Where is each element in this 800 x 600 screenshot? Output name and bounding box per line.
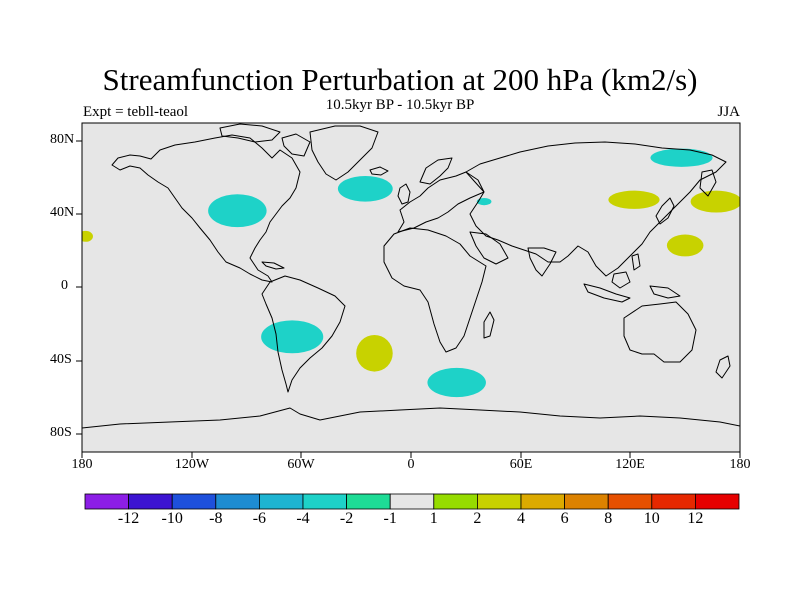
colorbar-label: -10 xyxy=(161,510,183,527)
colorbar-label: 6 xyxy=(560,510,569,527)
coast-africa xyxy=(383,227,487,353)
coast-scandinavia xyxy=(419,157,453,185)
lat-label: 0 xyxy=(61,278,68,293)
colorbar-swatch xyxy=(389,493,435,510)
coast-asia xyxy=(465,141,727,277)
colorbar-swatch xyxy=(564,493,609,510)
colorbar-swatch xyxy=(258,493,304,510)
colorbar-swatch xyxy=(128,493,173,510)
coast-north-america xyxy=(111,134,301,283)
colorbar-swatch xyxy=(84,493,129,510)
lat-label: 80N xyxy=(50,132,75,147)
colorbar-swatch xyxy=(651,493,696,510)
map-subtitle: 10.5kyr BP - 10.5kyr BP xyxy=(325,97,475,113)
anomaly-central-asia xyxy=(608,190,660,209)
colorbar-label: -12 xyxy=(117,510,140,527)
colorbar-swatch xyxy=(607,493,653,510)
coast-antarctica xyxy=(82,407,740,429)
coast-japan xyxy=(655,197,675,225)
coast-new-guinea xyxy=(649,285,681,299)
colorbar xyxy=(84,493,740,510)
anomaly-west-pacific xyxy=(666,234,704,257)
colorbar-swatch xyxy=(476,493,522,510)
anomaly-south-america xyxy=(261,320,324,354)
colorbar-swatch xyxy=(215,493,260,510)
lon-label: 60E xyxy=(509,457,533,472)
anomaly-south-atlantic xyxy=(427,367,486,398)
lon-label: 120W xyxy=(174,457,210,472)
coast-caribbean xyxy=(261,261,285,270)
colorbar-swatch xyxy=(346,493,391,510)
colorbar-swatch xyxy=(171,493,217,510)
lon-label: 180 xyxy=(71,457,93,472)
anomaly-layer xyxy=(82,148,740,398)
lat-label: 80S xyxy=(50,425,72,440)
lon-label: 120E xyxy=(615,457,645,472)
coast-indonesia xyxy=(583,283,631,303)
anomaly-north-pacific xyxy=(690,190,740,213)
anomaly-mediterranean xyxy=(476,197,492,206)
colorbar-label: 8 xyxy=(604,510,613,527)
coast-india xyxy=(527,247,557,277)
colorbar-label: -6 xyxy=(252,510,267,527)
coast-philippines xyxy=(631,253,641,271)
colorbar-label: -1 xyxy=(383,510,397,527)
colorbar-label: 4 xyxy=(517,510,525,527)
lat-label: 40N xyxy=(50,205,75,220)
anomaly-south-atlantic-west xyxy=(356,335,393,372)
coast-borneo xyxy=(611,271,631,289)
colorbar-label: 10 xyxy=(643,510,660,527)
experiment-label: Expt = tebll-teaol xyxy=(83,104,189,120)
colorbar-label: -4 xyxy=(296,510,310,527)
coast-arctic-islands xyxy=(219,123,281,143)
coast-britain xyxy=(397,183,411,205)
lon-label: 180 xyxy=(729,457,751,472)
colorbar-label: 12 xyxy=(687,510,704,527)
coast-iceland xyxy=(369,166,389,176)
coastlines xyxy=(82,123,740,429)
lon-label: 60W xyxy=(287,457,315,472)
coast-australia xyxy=(623,301,697,363)
colorbar-label: -2 xyxy=(339,510,354,527)
coast-greenland xyxy=(309,125,379,181)
coast-south-america xyxy=(261,275,346,393)
anomaly-north-america xyxy=(208,194,267,228)
map-title: Streamfunction Perturbation at 200 hPa (… xyxy=(102,62,698,97)
coast-madagascar xyxy=(483,311,495,339)
coast-kamchatka xyxy=(699,169,717,197)
colorbar-swatch xyxy=(302,493,347,510)
colorbar-swatch xyxy=(520,493,565,510)
colorbar-label: 1 xyxy=(429,510,438,527)
season-label: JJA xyxy=(717,104,740,120)
colorbar-label: 2 xyxy=(473,510,482,527)
coast-baffin xyxy=(281,133,311,157)
coast-arabia xyxy=(469,231,509,265)
colorbar-swatch xyxy=(695,493,740,510)
anomaly-east-siberia xyxy=(650,148,713,167)
anomaly-west-pacific-edge xyxy=(82,230,93,242)
lon-label: 0 xyxy=(407,457,415,472)
coast-new-zealand xyxy=(715,355,731,379)
lat-label: 40S xyxy=(50,352,72,367)
anomaly-north-atlantic xyxy=(337,176,393,202)
colorbar-swatch xyxy=(433,493,478,510)
colorbar-label: -8 xyxy=(209,510,223,527)
axis-ticks xyxy=(76,140,741,458)
coast-europe xyxy=(397,171,485,233)
